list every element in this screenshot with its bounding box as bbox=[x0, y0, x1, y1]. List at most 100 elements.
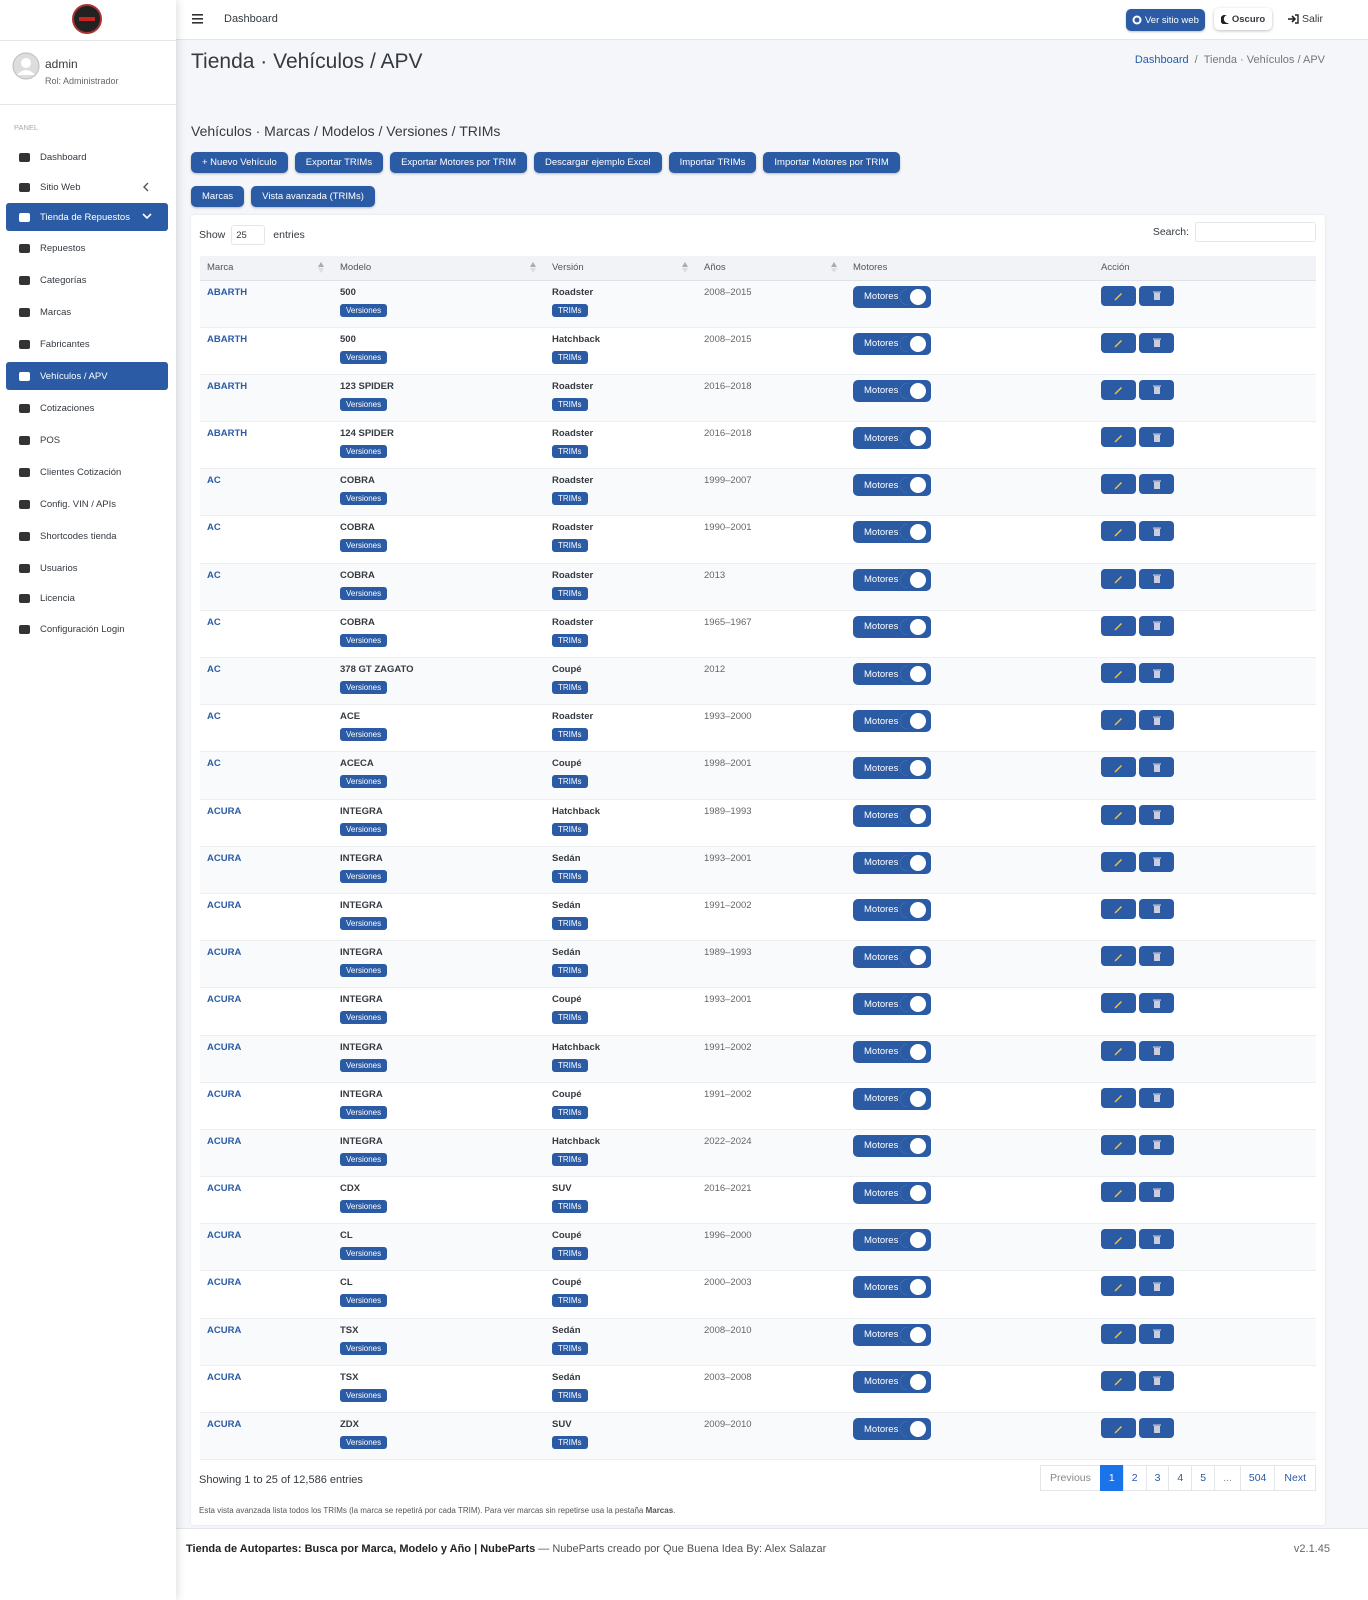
menu-item[interactable]: Dashboard bbox=[6, 143, 168, 171]
menu-item[interactable]: Categorías bbox=[6, 266, 168, 294]
edit-button[interactable] bbox=[1101, 568, 1136, 589]
brand[interactable]: ACURA bbox=[207, 805, 242, 817]
trims-badge[interactable]: TRIMs bbox=[552, 350, 588, 364]
engines-toggle[interactable]: Motores bbox=[853, 1229, 931, 1252]
delete-button[interactable] bbox=[1139, 615, 1174, 636]
brand[interactable]: ABARTH bbox=[207, 380, 248, 392]
trims-badge[interactable]: TRIMs bbox=[552, 397, 588, 411]
page-button[interactable]: 1 bbox=[1099, 1465, 1124, 1491]
versions-badge[interactable]: Versiones bbox=[340, 1152, 388, 1166]
versions-badge[interactable]: Versiones bbox=[340, 1105, 388, 1119]
page-button[interactable]: 4 bbox=[1168, 1465, 1193, 1491]
versions-badge[interactable]: Versiones bbox=[340, 1436, 388, 1449]
engines-toggle[interactable]: Motores bbox=[853, 1087, 931, 1110]
brand[interactable]: ABARTH bbox=[207, 286, 248, 298]
page-button[interactable]: 504 bbox=[1239, 1465, 1276, 1491]
engines-toggle[interactable]: Motores bbox=[853, 804, 931, 827]
edit-button[interactable] bbox=[1101, 332, 1136, 353]
toolbar-button[interactable]: Descargar ejemplo Excel bbox=[534, 152, 662, 173]
delete-button[interactable] bbox=[1139, 1182, 1174, 1203]
trims-badge[interactable]: TRIMs bbox=[552, 1105, 588, 1119]
edit-button[interactable] bbox=[1101, 1229, 1136, 1250]
delete-button[interactable] bbox=[1139, 757, 1174, 778]
versions-badge[interactable]: Versiones bbox=[340, 1058, 388, 1072]
delete-button[interactable] bbox=[1139, 379, 1174, 400]
versions-badge[interactable]: Versiones bbox=[340, 916, 388, 930]
edit-button[interactable] bbox=[1101, 615, 1136, 636]
edit-button[interactable] bbox=[1101, 946, 1136, 967]
edit-button[interactable] bbox=[1101, 1323, 1136, 1344]
search-input[interactable] bbox=[1195, 222, 1316, 242]
edit-button[interactable] bbox=[1101, 1418, 1136, 1438]
engines-toggle[interactable]: Motores bbox=[853, 757, 931, 780]
brand[interactable]: ACURA bbox=[207, 1371, 242, 1383]
edit-button[interactable] bbox=[1101, 710, 1136, 731]
delete-button[interactable] bbox=[1139, 898, 1174, 919]
trims-badge[interactable]: TRIMs bbox=[552, 728, 588, 742]
menu-item[interactable]: Clientes Cotización bbox=[6, 458, 168, 486]
delete-button[interactable] bbox=[1139, 1323, 1174, 1344]
versions-badge[interactable]: Versiones bbox=[340, 869, 388, 883]
edit-button[interactable] bbox=[1101, 1370, 1136, 1391]
engines-toggle[interactable]: Motores bbox=[853, 993, 931, 1016]
column-header[interactable]: Años bbox=[697, 256, 846, 281]
menu-item[interactable]: Fabricantes bbox=[6, 330, 168, 358]
versions-badge[interactable]: Versiones bbox=[340, 445, 388, 459]
engines-toggle[interactable]: Motores bbox=[853, 946, 931, 969]
trims-badge[interactable]: TRIMs bbox=[552, 539, 588, 553]
delete-button[interactable] bbox=[1139, 1276, 1174, 1297]
brand[interactable]: ACURA bbox=[207, 1088, 242, 1100]
column-header[interactable]: Modelo bbox=[333, 256, 545, 281]
versions-badge[interactable]: Versiones bbox=[340, 681, 388, 694]
edit-button[interactable] bbox=[1101, 1040, 1136, 1061]
breadcrumb-link[interactable]: Dashboard bbox=[1134, 54, 1189, 66]
trims-badge[interactable]: TRIMs bbox=[552, 1436, 588, 1449]
versions-badge[interactable]: Versiones bbox=[340, 1011, 388, 1025]
engines-toggle[interactable]: Motores bbox=[853, 1418, 931, 1440]
toolbar-button[interactable]: Importar Motores por TRIM bbox=[763, 152, 900, 173]
edit-button[interactable] bbox=[1101, 427, 1136, 448]
engines-toggle[interactable]: Motores bbox=[853, 1134, 931, 1157]
trims-badge[interactable]: TRIMs bbox=[552, 633, 588, 647]
trims-badge[interactable]: TRIMs bbox=[552, 681, 588, 694]
toolbar-button[interactable]: Importar TRIMs bbox=[668, 152, 757, 173]
brand[interactable]: ACURA bbox=[207, 852, 242, 864]
brand[interactable]: ACURA bbox=[207, 994, 242, 1006]
versions-badge[interactable]: Versiones bbox=[340, 1200, 388, 1214]
brand[interactable]: AC bbox=[207, 758, 221, 770]
engines-toggle[interactable]: Motores bbox=[853, 1276, 931, 1299]
trims-badge[interactable]: TRIMs bbox=[552, 822, 588, 836]
edit-button[interactable] bbox=[1101, 851, 1136, 872]
menu-item[interactable]: Vehículos / APV bbox=[6, 362, 168, 390]
edit-button[interactable] bbox=[1101, 285, 1136, 306]
engines-toggle[interactable]: Motores bbox=[853, 474, 931, 497]
edit-button[interactable] bbox=[1101, 379, 1136, 400]
versions-badge[interactable]: Versiones bbox=[340, 539, 388, 553]
trims-badge[interactable]: TRIMs bbox=[552, 1011, 588, 1025]
trims-badge[interactable]: TRIMs bbox=[552, 1294, 588, 1308]
brand[interactable]: AC bbox=[207, 475, 221, 487]
brand[interactable]: AC bbox=[207, 522, 221, 534]
delete-button[interactable] bbox=[1139, 851, 1174, 872]
trims-badge[interactable]: TRIMs bbox=[552, 1152, 588, 1166]
delete-button[interactable] bbox=[1139, 1134, 1174, 1155]
brand[interactable]: ACURA bbox=[207, 1183, 242, 1195]
edit-button[interactable] bbox=[1101, 804, 1136, 825]
page-button[interactable]: 3 bbox=[1145, 1465, 1170, 1491]
menu-item[interactable]: Usuarios bbox=[6, 554, 168, 582]
edit-button[interactable] bbox=[1101, 663, 1136, 683]
note-link[interactable]: Marcas bbox=[645, 1506, 674, 1515]
trims-badge[interactable]: TRIMs bbox=[552, 303, 588, 317]
length-select[interactable]: 25 bbox=[231, 225, 266, 245]
versions-badge[interactable]: Versiones bbox=[340, 964, 388, 978]
versions-badge[interactable]: Versiones bbox=[340, 1341, 388, 1355]
menu-toggle[interactable] bbox=[192, 14, 203, 24]
delete-button[interactable] bbox=[1139, 663, 1174, 683]
versions-badge[interactable]: Versiones bbox=[340, 775, 388, 789]
menu-item[interactable]: POS bbox=[6, 426, 168, 454]
brand[interactable]: ACURA bbox=[207, 899, 242, 911]
menu-item[interactable]: Shortcodes tienda bbox=[6, 522, 168, 550]
brand[interactable]: ABARTH bbox=[207, 333, 248, 345]
brand[interactable]: ACURA bbox=[207, 1324, 242, 1336]
menu-item[interactable]: Config. VIN / APIs bbox=[6, 490, 168, 518]
